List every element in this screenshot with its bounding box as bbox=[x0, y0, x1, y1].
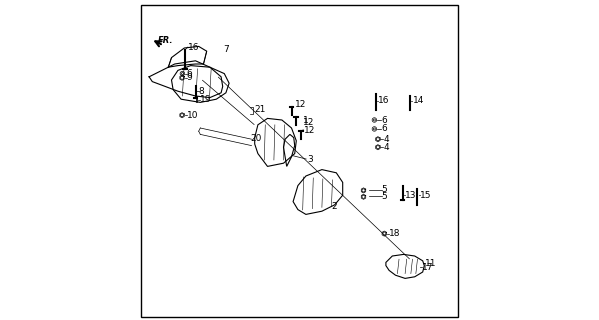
Text: 8: 8 bbox=[199, 87, 204, 96]
Text: 4: 4 bbox=[383, 143, 389, 152]
Text: 16: 16 bbox=[188, 43, 199, 52]
Text: 9: 9 bbox=[187, 73, 193, 82]
Text: 17: 17 bbox=[422, 263, 434, 272]
Text: FR.: FR. bbox=[158, 36, 174, 44]
Text: 5: 5 bbox=[382, 185, 388, 194]
Text: 12: 12 bbox=[302, 118, 314, 127]
Text: 6: 6 bbox=[381, 124, 387, 133]
Text: 20: 20 bbox=[250, 134, 262, 143]
Text: 14: 14 bbox=[413, 96, 424, 105]
Text: 7: 7 bbox=[223, 45, 229, 54]
Text: 5: 5 bbox=[382, 192, 388, 201]
Text: 2: 2 bbox=[332, 202, 337, 211]
Text: 1: 1 bbox=[302, 116, 308, 124]
Text: 6: 6 bbox=[187, 69, 193, 78]
Text: 21: 21 bbox=[254, 105, 265, 114]
Text: 10: 10 bbox=[187, 111, 198, 120]
Text: 18: 18 bbox=[389, 229, 401, 238]
Text: 11: 11 bbox=[425, 259, 437, 268]
Text: 19: 19 bbox=[199, 95, 211, 104]
Text: 3: 3 bbox=[307, 155, 313, 164]
Text: 12: 12 bbox=[304, 126, 315, 135]
Text: 15: 15 bbox=[420, 191, 431, 200]
Text: 6: 6 bbox=[381, 116, 387, 124]
Text: 4: 4 bbox=[383, 135, 389, 144]
Text: 16: 16 bbox=[378, 96, 390, 105]
Text: 12: 12 bbox=[295, 100, 307, 109]
Text: 13: 13 bbox=[405, 191, 416, 200]
